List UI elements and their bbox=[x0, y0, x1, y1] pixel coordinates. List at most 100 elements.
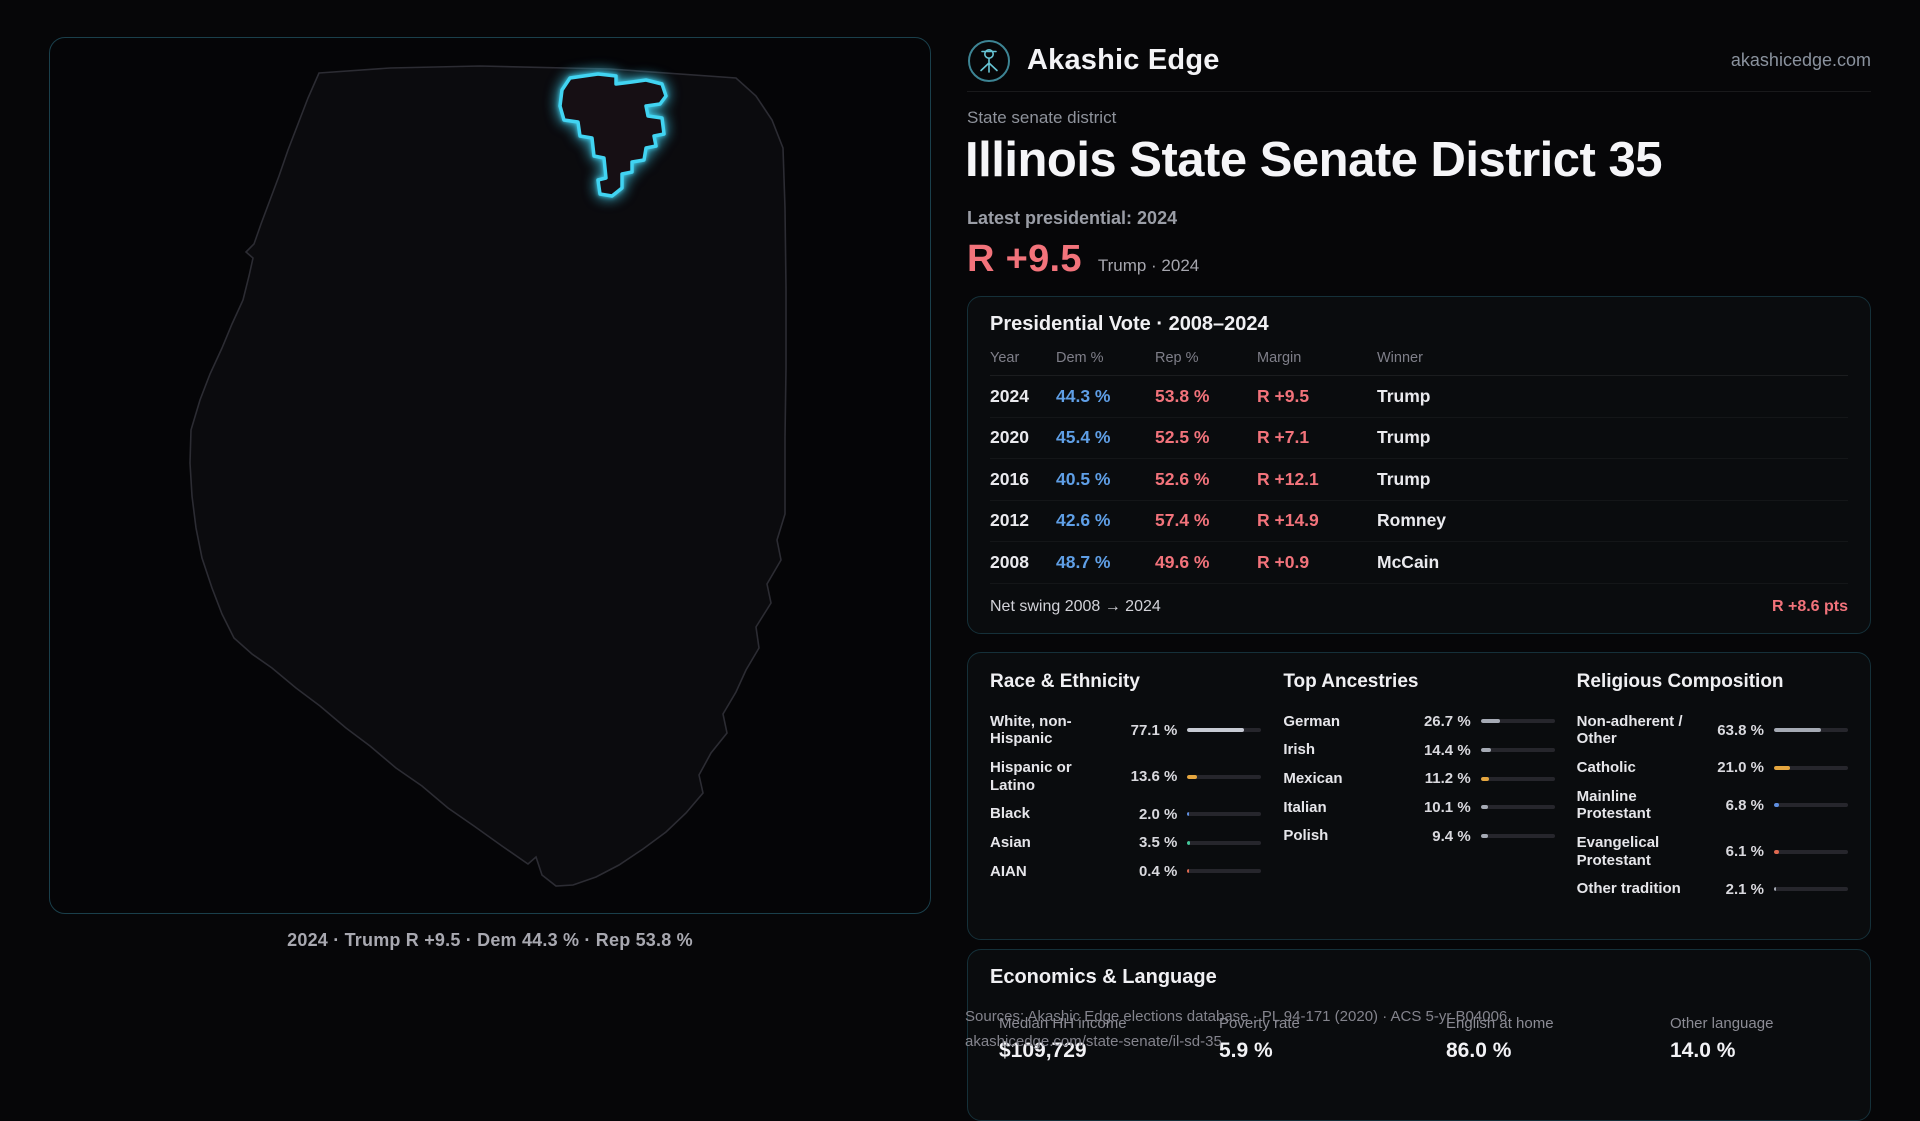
demo-bar bbox=[1187, 812, 1262, 817]
demo-bar-fill bbox=[1480, 834, 1488, 839]
header: Akashic Edge akashicedge.com bbox=[967, 30, 1871, 92]
stat-value: 86.0 % bbox=[1446, 1039, 1512, 1062]
demographics-card: Race & Ethnicity White, non-Hispanic 77.… bbox=[967, 652, 1871, 940]
demo-row: AIAN 0.4 % bbox=[990, 857, 1262, 886]
presidential-card-title: Presidential Vote · 2008–2024 bbox=[990, 313, 1269, 335]
net-swing-row: Net swing 2008 → 2024 R +8.6 pts bbox=[990, 584, 1848, 616]
religious-composition-title: Religious Composition bbox=[1576, 671, 1784, 692]
demo-bar-fill bbox=[1774, 803, 1780, 808]
table-header-row: Year Dem % Rep % Margin Winner bbox=[990, 350, 1848, 376]
demo-bar-fill bbox=[1480, 719, 1501, 724]
demo-label: White, non-Hispanic bbox=[990, 712, 1072, 748]
cell-winner: McCain bbox=[1377, 551, 1440, 572]
district-35-shape bbox=[558, 72, 668, 198]
col-year: Year bbox=[990, 350, 1020, 366]
demo-bar-fill bbox=[1187, 840, 1190, 845]
cell-margin: R +12.1 bbox=[1257, 468, 1319, 489]
cell-rep: 52.6 % bbox=[1155, 468, 1210, 489]
demo-label: Asian bbox=[990, 833, 1031, 851]
demo-value: 2.0 % bbox=[1138, 805, 1178, 823]
stat-block: Median HH income $109,729 bbox=[999, 1015, 1219, 1063]
demo-value: 11.2 % bbox=[1424, 770, 1471, 788]
demo-row: Asian 3.5 % bbox=[990, 828, 1262, 857]
demo-label: Black bbox=[990, 805, 1031, 823]
demo-value: 9.4 % bbox=[1432, 827, 1471, 845]
stat-block: English at home 86.0 % bbox=[1446, 1015, 1670, 1063]
demo-label: Catholic bbox=[1576, 758, 1636, 776]
demo-value: 63.8 % bbox=[1717, 721, 1764, 739]
demo-bar-fill bbox=[1480, 805, 1489, 810]
demo-row: Other tradition 2.1 % bbox=[1577, 875, 1848, 904]
illinois-map bbox=[189, 65, 787, 887]
map-caption: 2024 · Trump R +9.5 · Dem 44.3 % · Rep 5… bbox=[287, 930, 693, 950]
latest-presidential-label: Latest presidential: 2024 bbox=[967, 208, 1178, 228]
demo-value: 2.1 % bbox=[1725, 880, 1764, 898]
demo-row: Italian 10.1 % bbox=[1283, 793, 1555, 822]
demo-value: 21.0 % bbox=[1717, 759, 1764, 777]
page-title: Illinois State Senate District 35 bbox=[965, 133, 1662, 187]
cell-margin: R +9.5 bbox=[1257, 385, 1310, 406]
cell-dem: 48.7 % bbox=[1056, 551, 1111, 572]
cell-rep: 52.5 % bbox=[1155, 427, 1210, 448]
stat-label: Poverty rate bbox=[1219, 1015, 1300, 1032]
margin-value: R +9.5 bbox=[967, 238, 1082, 280]
demo-bar bbox=[1480, 748, 1555, 753]
cell-year: 2024 bbox=[990, 385, 1029, 406]
stat-block: Poverty rate 5.9 % bbox=[1219, 1015, 1446, 1063]
race-ethnicity-section: Race & Ethnicity White, non-Hispanic 77.… bbox=[990, 671, 1262, 904]
stat-value: 5.9 % bbox=[1219, 1039, 1273, 1062]
demo-label: Polish bbox=[1283, 827, 1329, 845]
cell-margin: R +0.9 bbox=[1257, 551, 1310, 572]
stat-value: 14.0 % bbox=[1670, 1039, 1736, 1062]
demo-bar bbox=[1774, 765, 1848, 770]
demo-bar-fill bbox=[1187, 812, 1190, 817]
stat-block: Other language 14.0 % bbox=[1670, 1015, 1848, 1063]
stat-label: English at home bbox=[1446, 1015, 1554, 1032]
top-ancestries-section: Top Ancestries German 26.7 % Irish 14.4 … bbox=[1283, 671, 1555, 904]
sources-footer: Sources: Akashic Edge elections database… bbox=[965, 1004, 1507, 1054]
cell-winner: Trump bbox=[1377, 427, 1431, 448]
demo-value: 10.1 % bbox=[1423, 798, 1471, 816]
cell-rep: 57.4 % bbox=[1155, 510, 1210, 531]
religious-composition-section: Religious Composition Non-adherent / Oth… bbox=[1577, 671, 1848, 904]
demo-label: Non-adherent / Other bbox=[1576, 712, 1683, 748]
cell-rep: 49.6 % bbox=[1155, 551, 1210, 572]
demo-value: 3.5 % bbox=[1138, 834, 1178, 852]
demo-bar bbox=[1774, 803, 1848, 808]
cell-winner: Trump bbox=[1377, 468, 1431, 489]
demo-label: German bbox=[1283, 712, 1341, 730]
permalink-link[interactable]: akashicedge.com/state-senate/il-sd-35 bbox=[965, 1033, 1222, 1050]
demo-bar bbox=[1480, 776, 1555, 781]
demo-label: Irish bbox=[1283, 741, 1316, 759]
demo-bar bbox=[1187, 869, 1262, 874]
cell-dem: 42.6 % bbox=[1056, 510, 1111, 531]
demo-value: 14.4 % bbox=[1423, 741, 1471, 759]
demo-value: 6.8 % bbox=[1725, 796, 1764, 814]
stat-label: Other language bbox=[1670, 1015, 1774, 1032]
col-winner: Winner bbox=[1377, 350, 1423, 366]
presidential-vote-card: Presidential Vote · 2008–2024 Year Dem %… bbox=[967, 296, 1871, 634]
demo-row: Black 2.0 % bbox=[990, 800, 1262, 829]
economics-stats: Median HH income $109,729 Poverty rate 5… bbox=[990, 1015, 1848, 1063]
kicker-label: State senate district bbox=[967, 108, 1117, 127]
cell-margin: R +7.1 bbox=[1257, 427, 1310, 448]
table-row: 2016 40.5 % 52.6 % R +12.1 Trump bbox=[990, 459, 1848, 501]
demo-row: Polish 9.4 % bbox=[1283, 822, 1555, 851]
cell-winner: Romney bbox=[1377, 510, 1447, 531]
demo-value: 0.4 % bbox=[1138, 862, 1178, 880]
demo-bar bbox=[1187, 774, 1262, 779]
demo-row: German 26.7 % bbox=[1283, 707, 1555, 736]
demo-bar bbox=[1480, 805, 1555, 810]
cell-margin: R +14.9 bbox=[1257, 510, 1319, 531]
demo-value: 26.7 % bbox=[1423, 712, 1471, 730]
stat-label: Median HH income bbox=[999, 1015, 1127, 1032]
demo-bar bbox=[1480, 719, 1555, 724]
col-margin: Margin bbox=[1257, 350, 1302, 366]
cell-year: 2020 bbox=[990, 427, 1029, 448]
demo-bar bbox=[1480, 834, 1555, 839]
demo-bar-fill bbox=[1480, 776, 1489, 781]
demo-value: 6.1 % bbox=[1725, 843, 1764, 861]
akashic-edge-logo-icon bbox=[968, 39, 1010, 82]
site-link[interactable]: akashicedge.com bbox=[1730, 50, 1871, 70]
cell-year: 2008 bbox=[990, 551, 1029, 572]
